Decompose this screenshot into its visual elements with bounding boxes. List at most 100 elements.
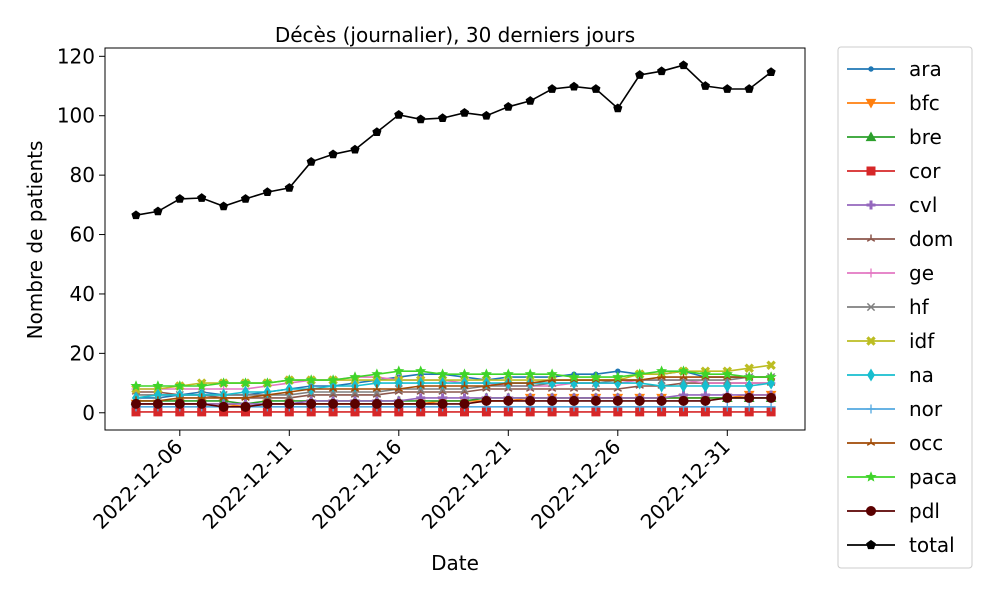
legend-item: pdl xyxy=(847,499,940,523)
data-point xyxy=(765,371,777,382)
legend-label: total xyxy=(909,533,955,557)
legend-item: ge xyxy=(847,261,934,285)
data-point xyxy=(197,193,207,202)
x-tick-label: 2022-12-26 xyxy=(526,435,625,534)
data-point xyxy=(766,402,776,412)
legend-item: idf xyxy=(847,329,935,353)
y-axis-title: Nombre de patients xyxy=(23,141,47,340)
legend-label: nor xyxy=(909,397,943,421)
data-point xyxy=(239,377,252,388)
legend-label: occ xyxy=(909,431,943,455)
data-point xyxy=(866,268,876,278)
y-axis: 0 20 40 60 80 100 120 xyxy=(57,44,105,425)
data-point xyxy=(503,101,513,111)
data-point xyxy=(285,387,294,395)
data-point xyxy=(677,365,690,376)
legend-box xyxy=(837,46,973,569)
data-point xyxy=(240,194,251,203)
x-axis: 2022-12-06 2022-12-11 2022-12-16 2022-12-21… xyxy=(88,430,735,534)
data-point xyxy=(175,393,185,401)
series-line xyxy=(136,370,772,387)
data-point xyxy=(546,368,558,379)
data-point xyxy=(634,395,645,406)
data-point xyxy=(701,379,710,393)
data-point xyxy=(438,381,447,389)
legend-item: nor xyxy=(847,397,943,421)
data-point xyxy=(504,378,513,386)
data-point xyxy=(657,66,667,76)
data-point xyxy=(415,398,426,409)
data-point xyxy=(766,360,776,370)
data-point xyxy=(568,371,580,382)
data-point xyxy=(866,404,876,414)
data-point xyxy=(547,84,557,93)
data-point xyxy=(196,380,208,391)
legend-item: bre xyxy=(847,125,942,149)
data-point xyxy=(866,539,876,550)
data-point xyxy=(723,379,732,393)
data-point xyxy=(480,368,492,379)
data-point xyxy=(153,206,163,216)
data-point xyxy=(865,131,877,142)
data-point xyxy=(865,98,877,109)
data-point xyxy=(240,401,251,412)
data-point xyxy=(502,368,514,379)
data-point xyxy=(437,398,448,409)
data-point xyxy=(284,398,295,409)
data-point xyxy=(218,401,229,412)
x-tick-label: 2022-12-11 xyxy=(198,435,297,534)
data-point xyxy=(262,398,273,409)
data-point xyxy=(868,66,874,72)
data-point xyxy=(262,187,272,196)
data-point xyxy=(284,183,294,192)
x-axis-title: Date xyxy=(431,551,479,575)
data-point xyxy=(306,398,317,409)
data-point xyxy=(744,402,754,412)
data-point xyxy=(130,380,142,391)
data-point xyxy=(460,381,469,389)
legend: ara bfc bre cor cvl dom ge hf idf na nor occ paca pdl… xyxy=(837,46,973,569)
data-point xyxy=(328,398,339,409)
data-point xyxy=(613,103,623,113)
data-point xyxy=(547,395,558,406)
chart-title: Décès (journalier), 30 derniers jours xyxy=(275,23,635,47)
legend-label: idf xyxy=(909,329,935,353)
data-point xyxy=(699,368,711,379)
data-point xyxy=(866,336,876,346)
legend-label: paca xyxy=(909,465,957,489)
series-layer xyxy=(130,60,777,417)
y-tick-label: 80 xyxy=(70,163,95,187)
data-point xyxy=(328,384,338,392)
data-point xyxy=(721,368,733,379)
data-point xyxy=(393,398,404,409)
data-point xyxy=(678,60,689,70)
x-tick-label: 2022-12-16 xyxy=(307,435,406,534)
data-point xyxy=(349,371,361,382)
data-point xyxy=(350,398,360,409)
legend-label: bre xyxy=(909,125,942,149)
legend-item: paca xyxy=(847,465,957,489)
data-point xyxy=(437,368,449,379)
data-point xyxy=(327,374,339,385)
data-point xyxy=(656,365,668,376)
legend-label: cor xyxy=(909,159,941,183)
data-point xyxy=(590,371,602,382)
data-point xyxy=(678,395,689,406)
data-point xyxy=(459,107,470,117)
data-point xyxy=(283,374,295,385)
legend-label: ge xyxy=(909,261,934,285)
legend-label: na xyxy=(909,363,934,387)
data-point xyxy=(525,96,535,105)
data-point xyxy=(393,365,405,376)
data-point xyxy=(569,395,579,406)
data-point xyxy=(350,384,360,392)
data-point xyxy=(416,114,426,124)
data-point xyxy=(197,393,206,401)
legend-label: pdl xyxy=(909,499,940,523)
series-line xyxy=(136,376,772,402)
legend-item: hf xyxy=(847,295,930,319)
data-point xyxy=(459,398,470,409)
data-point xyxy=(371,368,383,379)
data-point xyxy=(612,371,624,382)
data-point xyxy=(503,395,514,406)
